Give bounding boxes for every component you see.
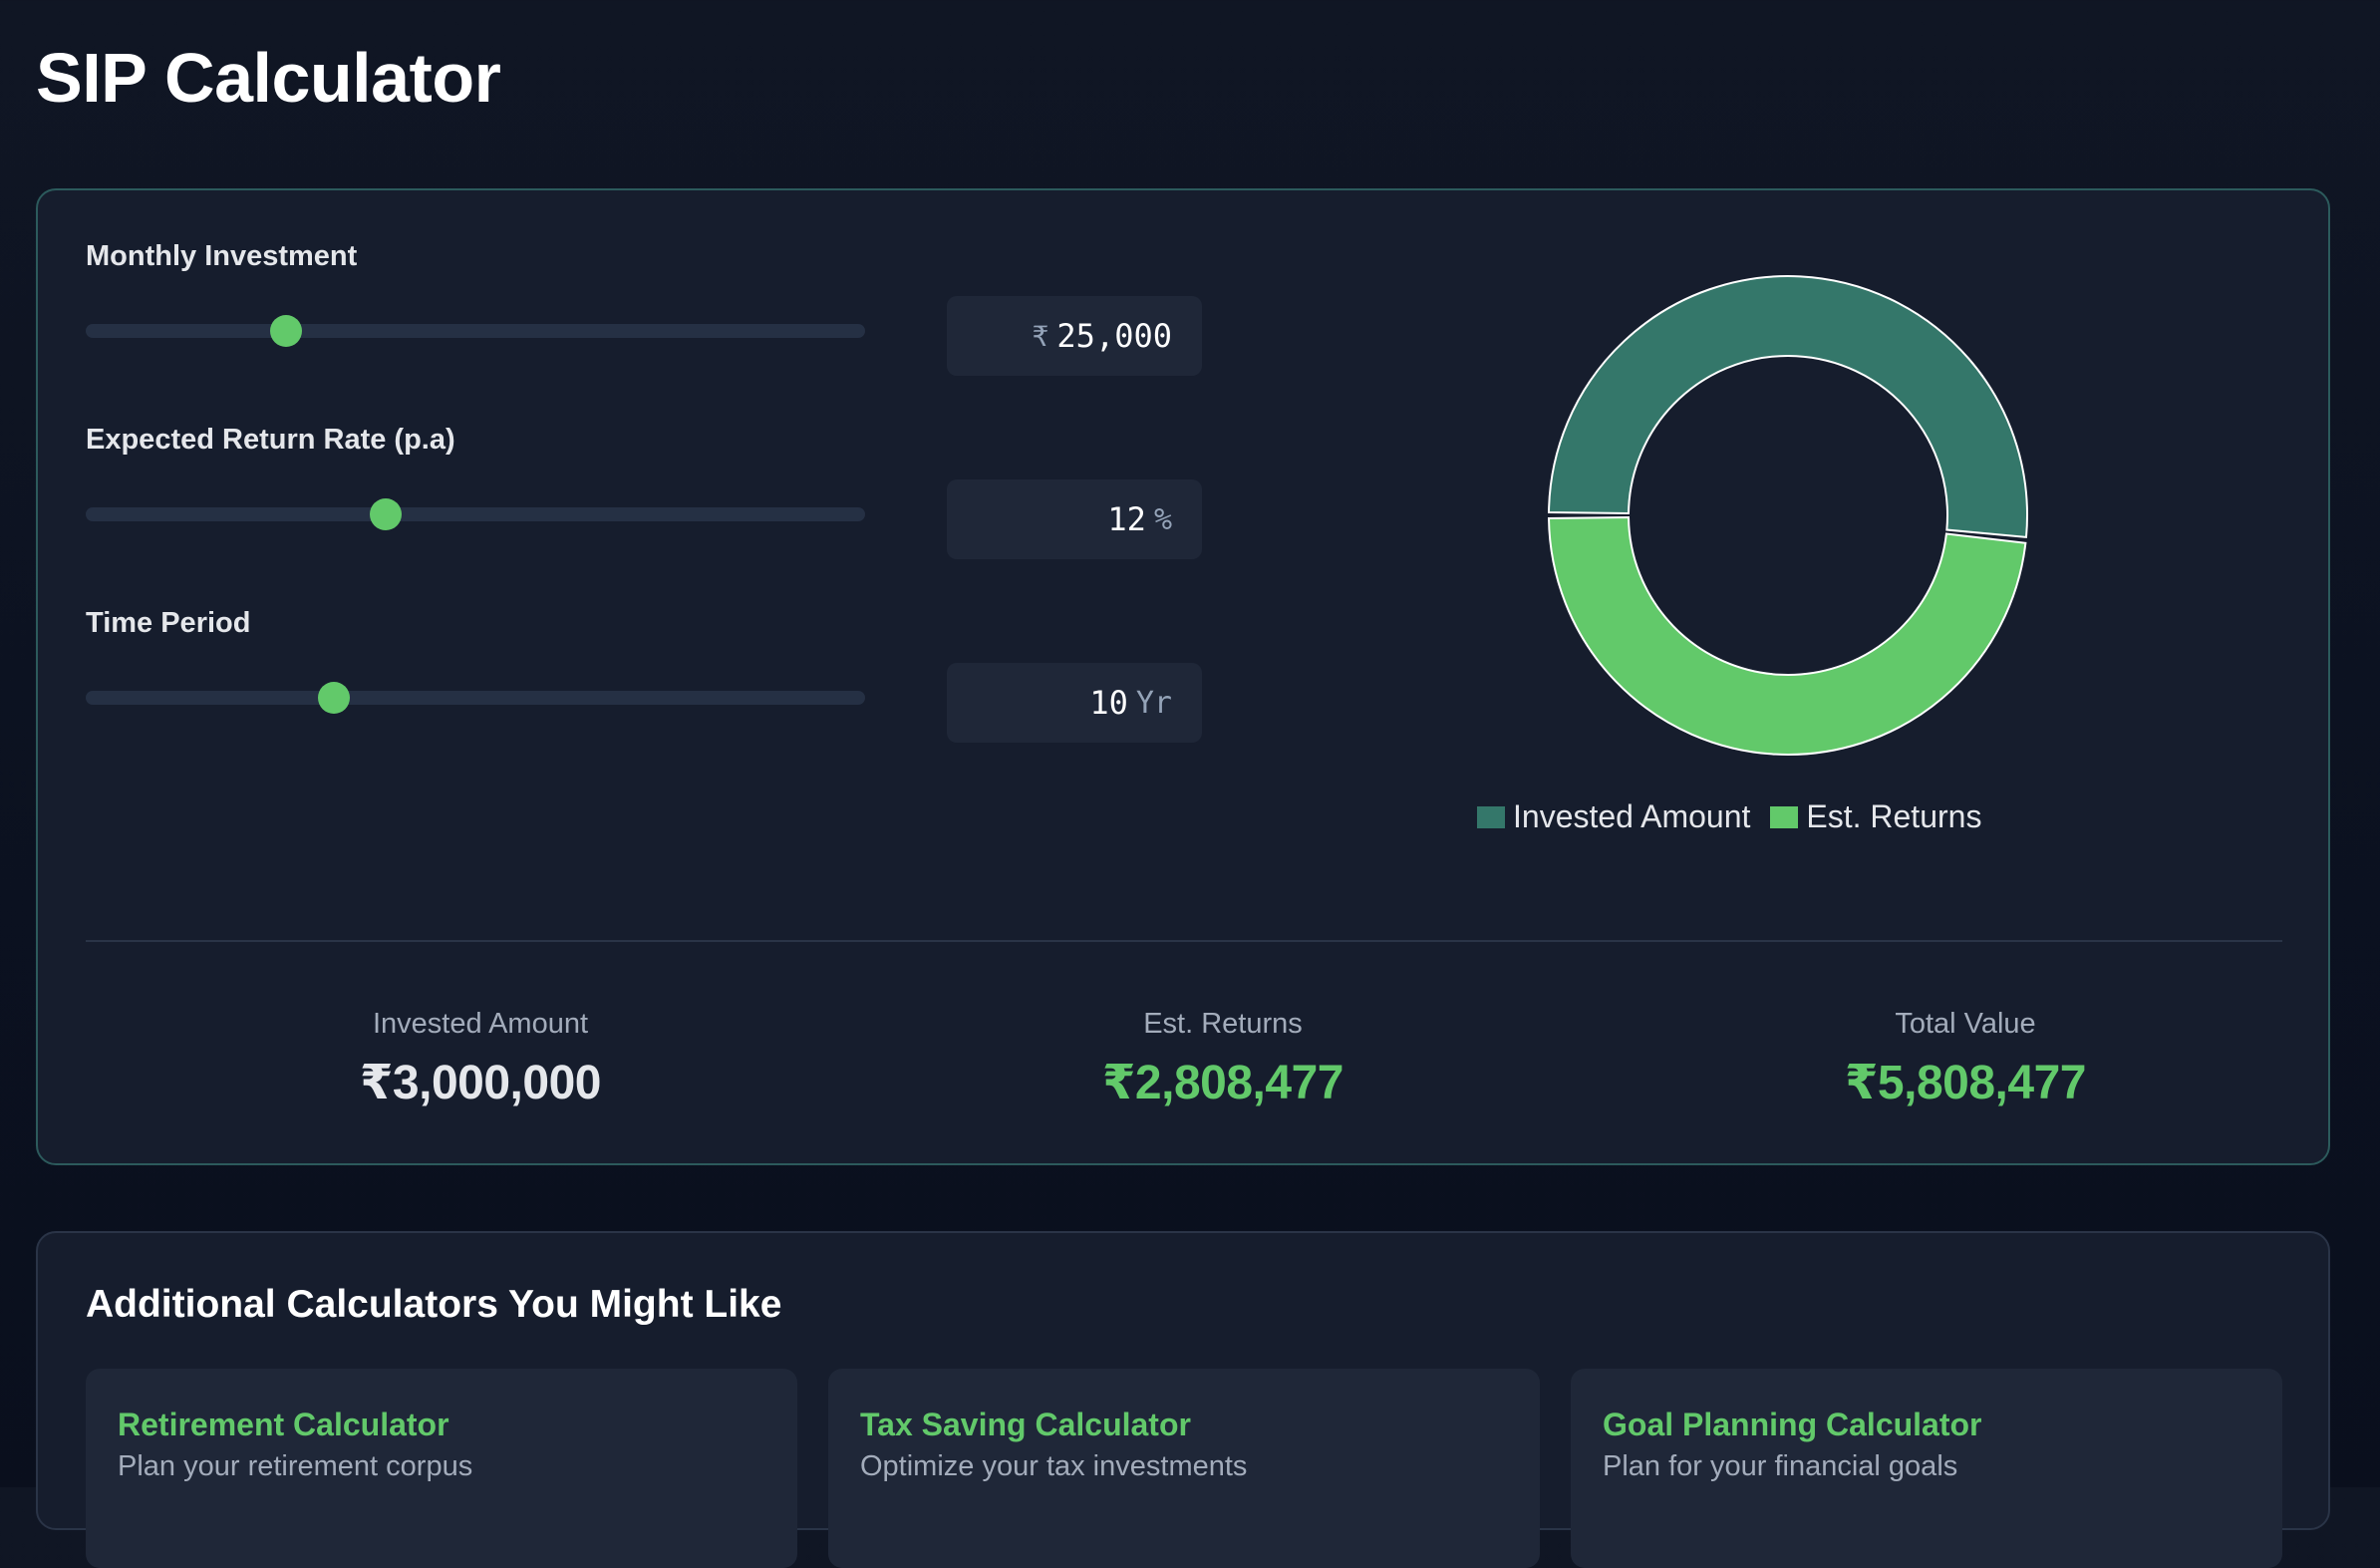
year-unit: Yr [1135,685,1172,721]
summary-returns-label: Est. Returns [1143,1008,1303,1040]
time-period-label: Time Period [86,607,251,639]
summary-invested: Invested Amount ₹3,000,000 [132,1008,829,1110]
return-rate-value: 12 [1107,500,1146,538]
summary-total: Total Value ₹5,808,477 [1617,1008,2314,1110]
calculator-card: Monthly Investment ₹ 25,000 Expected Ret… [36,188,2330,1165]
legend-item-returns: Est. Returns [1770,798,1981,835]
time-period-value: 10 [1089,684,1128,722]
tax-saving-calculator-card[interactable]: Tax Saving Calculator Optimize your tax … [828,1369,1540,1568]
retirement-calculator-link[interactable]: Retirement Calculator [118,1407,449,1442]
tax-saving-calculator-desc: Optimize your tax investments [860,1450,1248,1482]
monthly-investment-value: 25,000 [1056,317,1172,355]
summary-total-value: ₹5,808,477 [1845,1057,2086,1109]
goal-planning-calculator-link[interactable]: Goal Planning Calculator [1603,1407,1982,1442]
retirement-calculator-card[interactable]: Retirement Calculator Plan your retireme… [86,1369,797,1568]
donut-slice-invested [1548,274,2028,538]
page-title: SIP Calculator [36,39,501,117]
goal-planning-calculator-card[interactable]: Goal Planning Calculator Plan for your f… [1571,1369,2282,1568]
monthly-investment-slider-thumb[interactable] [269,315,302,347]
retirement-calculator-desc: Plan your retirement corpus [118,1450,473,1482]
donut-chart [1473,270,2091,848]
percent-unit: % [1153,501,1172,537]
donut-chart-svg [1548,274,2028,756]
return-rate-input[interactable]: 12 % [947,479,1202,559]
legend-swatch-returns [1770,805,1799,828]
legend-label-returns: Est. Returns [1806,798,1982,834]
goal-planning-calculator-desc: Plan for your financial goals [1603,1450,1958,1482]
legend-item-invested: Invested Amount [1477,798,1750,835]
divider [86,940,2282,942]
rupee-prefix: ₹ [1032,319,1049,353]
summary-invested-value: ₹3,000,000 [360,1057,601,1109]
legend-swatch-invested [1477,805,1505,828]
summary-returns-value: ₹2,808,477 [1102,1057,1343,1109]
donut-slice-returns [1548,515,2027,756]
time-period-slider-thumb[interactable] [317,682,350,714]
additional-calculators-title: Additional Calculators You Might Like [86,1283,782,1326]
summary-invested-label: Invested Amount [372,1008,589,1040]
return-rate-slider[interactable] [86,498,865,530]
tax-saving-calculator-link[interactable]: Tax Saving Calculator [860,1407,1191,1442]
summary-returns: Est. Returns ₹2,808,477 [874,1008,1572,1110]
time-period-input[interactable]: 10 Yr [947,663,1202,743]
additional-calculators-section: Additional Calculators You Might Like Re… [36,1231,2330,1568]
return-rate-slider-thumb[interactable] [370,498,403,530]
return-rate-label: Expected Return Rate (p.a) [86,424,455,456]
summary-total-label: Total Value [1895,1008,2036,1040]
monthly-investment-input[interactable]: ₹ 25,000 [947,296,1202,376]
chart-legend: Invested Amount Est. Returns [1477,798,1981,835]
time-period-slider[interactable] [86,682,865,714]
monthly-investment-label: Monthly Investment [86,240,358,272]
legend-label-invested: Invested Amount [1513,798,1751,834]
monthly-investment-slider[interactable] [86,315,865,347]
